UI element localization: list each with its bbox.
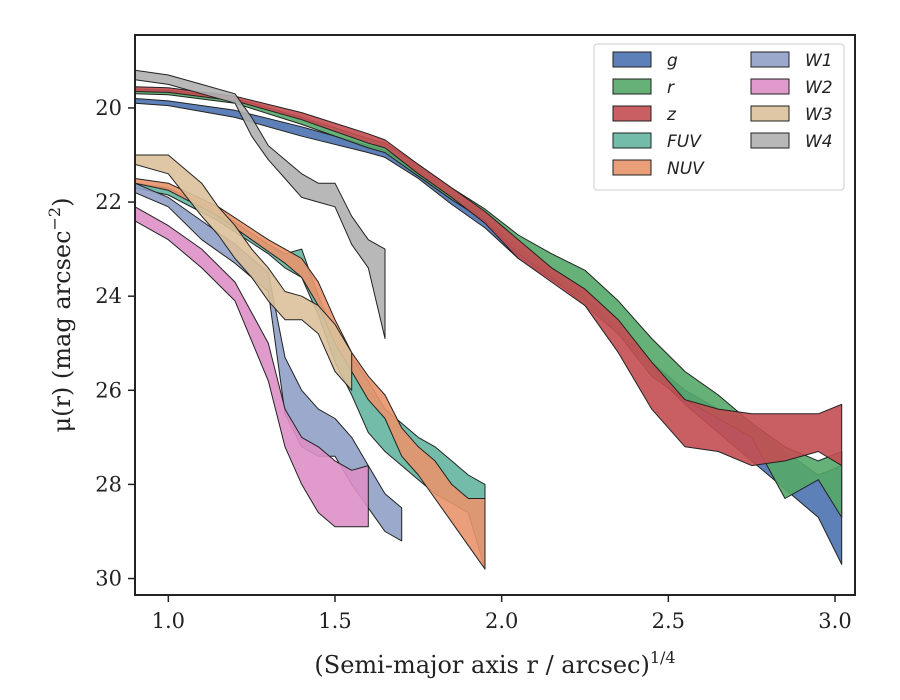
legend-label-fuv: FUV [667,132,702,152]
plot-frame [134,34,856,596]
x-axis-title-exponent: 1/4 [650,648,676,667]
legend: grz FUV NUV W1 W2 W3 W4 [593,43,845,191]
series-band-nuv [135,178,486,570]
legend-label-w2: W2 [805,78,833,98]
legend-swatch-w2 [750,78,790,95]
y-tick-label: 28 [95,472,122,496]
series-band-w2 [135,206,369,528]
legend-swatch-w4 [750,132,790,149]
series-layer [135,69,843,570]
legend-swatch-r [612,78,652,95]
legend-label-w3: W3 [805,105,833,125]
y-tick-label: 30 [95,567,122,591]
x-tick-label: 3.0 [818,609,851,633]
legend-swatch-nuv [612,159,652,176]
legend-swatch-w1 [750,51,790,68]
series-band-z [135,86,843,467]
legend-label-w4: W4 [805,132,833,152]
legend-swatch-g [612,51,652,68]
series-band-w4 [135,69,386,339]
y-axis-title-exponent: −2 [45,207,64,231]
y-tick-label: 22 [95,190,122,214]
legend-label-g: g [667,51,678,71]
y-tick-label: 20 [95,96,122,120]
series-band-w3 [135,154,353,391]
y-axis-title-close: ) [48,198,76,207]
y-axis-title: μ(r) (mag arcsec−2) [45,198,76,433]
x-axis-title: (Semi-major axis r / arcsec)1/4 [314,648,675,679]
legend-label-nuv: NUV [667,159,705,179]
tick-layer: 1.0 1.5 2.0 2.5 3.0 20 22 24 26 28 30 [95,96,851,633]
legend-swatch-w3 [750,105,790,122]
x-tick-label: 1.5 [318,609,351,633]
legend-swatch-z [612,105,652,122]
y-axis-title-text: μ(r) (mag arcsec [48,230,76,432]
legend-label-r: r [667,78,675,98]
legend-label-z: z [666,105,677,125]
legend-swatch-fuv [612,132,652,149]
x-axis-title-text: (Semi-major axis r / arcsec) [314,651,649,679]
x-tick-label: 2.5 [652,609,685,633]
y-tick-label: 26 [95,378,122,402]
y-tick-label: 24 [95,284,122,308]
x-tick-label: 2.0 [485,609,518,633]
legend-label-w1: W1 [805,51,833,71]
x-tick-label: 1.0 [152,609,185,633]
